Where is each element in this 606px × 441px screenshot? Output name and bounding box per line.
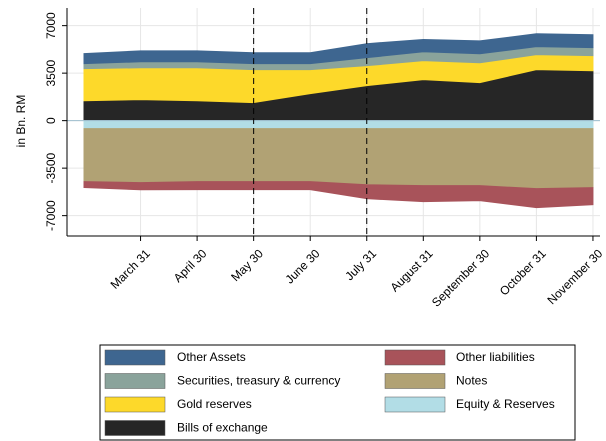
legend-swatch bbox=[104, 349, 166, 366]
y-tick-label: -3500 bbox=[44, 152, 58, 183]
legend-swatch bbox=[384, 349, 446, 366]
legend-box bbox=[99, 344, 576, 441]
legend-label: Gold reserves bbox=[177, 397, 252, 411]
y-tick-label: -7000 bbox=[44, 200, 58, 231]
x-tick-label: July 31 bbox=[342, 246, 379, 283]
x-tick-label: June 30 bbox=[282, 246, 322, 286]
legend-swatch bbox=[104, 396, 166, 413]
legend-swatch bbox=[384, 396, 446, 413]
legend-swatch bbox=[104, 373, 166, 389]
area bbox=[83, 33, 594, 65]
x-tick-label: September 30 bbox=[429, 246, 492, 309]
x-tick-label: November 30 bbox=[544, 246, 605, 307]
legend-label: Equity & Reserves bbox=[456, 397, 555, 411]
y-tick-label: 0 bbox=[44, 117, 58, 124]
legend-label: Other Assets bbox=[177, 350, 246, 364]
area bbox=[83, 181, 594, 209]
x-tick-label: October 31 bbox=[497, 246, 549, 298]
legend-label: Other liabilities bbox=[456, 350, 535, 364]
legend-swatch bbox=[384, 373, 446, 389]
y-tick-label: 3500 bbox=[44, 59, 58, 86]
x-tick-label: April 30 bbox=[171, 246, 210, 285]
area bbox=[83, 120, 594, 130]
legend-label: Securities, treasury & currency bbox=[177, 374, 340, 388]
legend-label: Bills of exchange bbox=[177, 421, 268, 435]
x-tick-label: March 31 bbox=[108, 246, 154, 292]
legend-label: Notes bbox=[456, 374, 487, 388]
legend-swatch bbox=[104, 420, 166, 436]
x-tick-label: August 31 bbox=[388, 246, 436, 294]
x-tick-label: May 30 bbox=[228, 246, 266, 284]
y-tick-label: 7000 bbox=[44, 12, 58, 39]
areas bbox=[83, 33, 594, 209]
y-axis-label: in Bn. RM bbox=[14, 95, 28, 148]
area bbox=[83, 128, 594, 190]
